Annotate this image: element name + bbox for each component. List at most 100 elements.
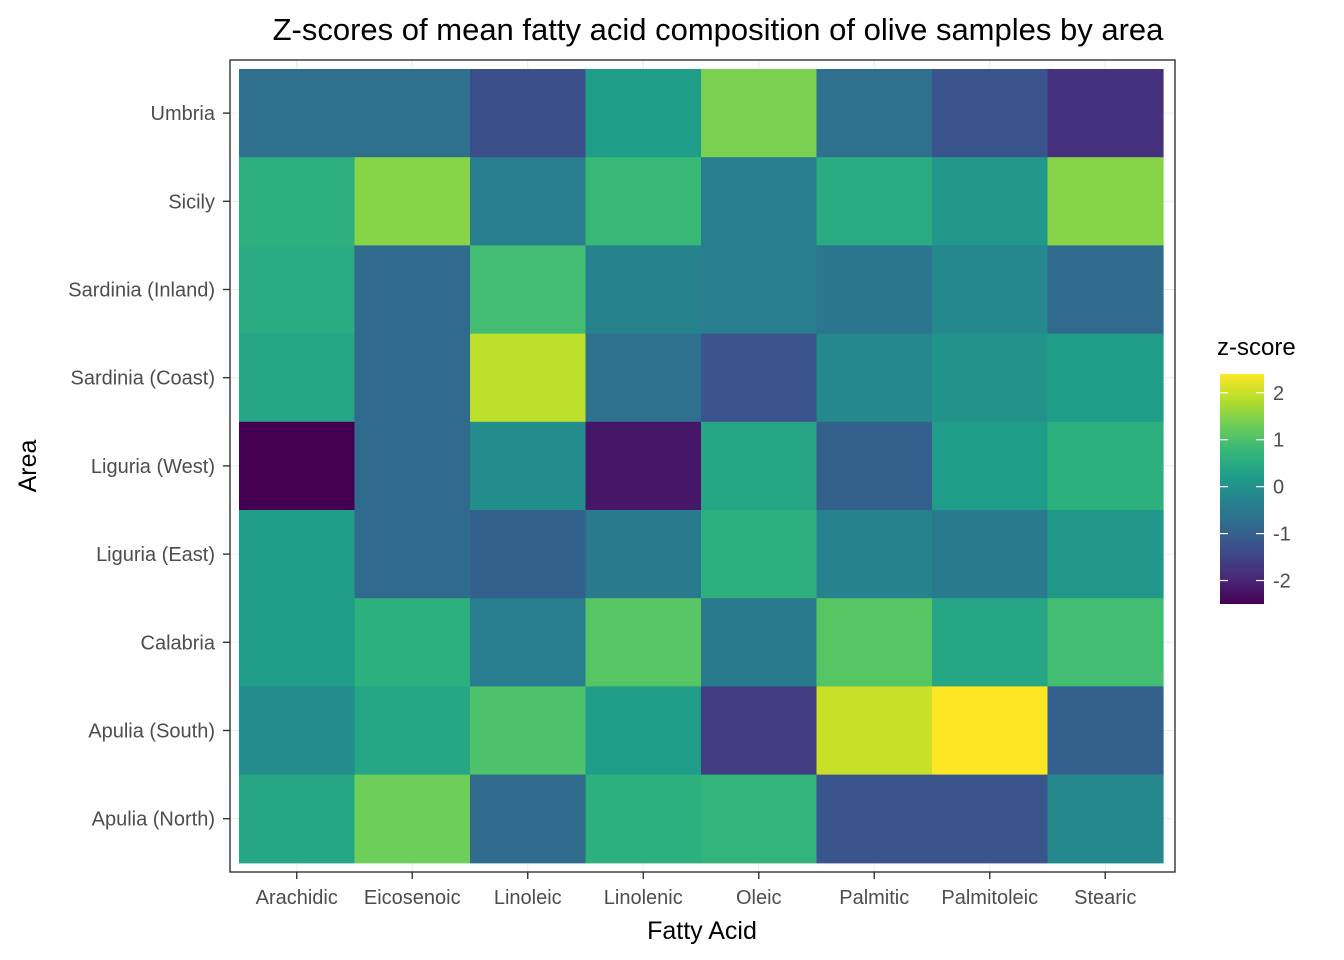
heatmap-cell (585, 157, 702, 246)
heatmap-cell (816, 333, 933, 423)
y-tick-label: Apulia (South) (88, 721, 215, 743)
heatmap-cell (932, 421, 1049, 511)
heatmap-cell (239, 157, 356, 246)
heatmap-cell (354, 598, 471, 687)
heatmap-cell (470, 510, 587, 599)
legend-tick-label: 0 (1273, 477, 1284, 499)
heatmap-cell (701, 421, 818, 511)
heatmap-cell (816, 598, 933, 687)
heatmap-cell (585, 510, 702, 599)
heatmap-cell (470, 774, 587, 864)
y-tick-label: Liguria (West) (91, 456, 215, 478)
heatmap-cell (1047, 421, 1164, 511)
heatmap-cell (470, 598, 587, 687)
heatmap-cell (239, 510, 356, 599)
legend-tick-label: -1 (1273, 524, 1291, 546)
y-tick-label: Sicily (168, 191, 215, 213)
heatmap-cell (470, 69, 587, 158)
heatmap-cell (1047, 686, 1164, 776)
legend-tick-label: 2 (1273, 383, 1284, 405)
x-axis: Arachidic Eicosenoic Linoleic Linolenic Olei… (256, 872, 1136, 909)
heatmap-cells (239, 69, 1164, 864)
heatmap-cell (932, 157, 1049, 246)
heatmap-cell (932, 598, 1049, 687)
heatmap-cell (354, 774, 471, 864)
heatmap-cell (816, 421, 933, 511)
heatmap-cell (585, 421, 702, 511)
heatmap-cell (239, 69, 356, 158)
heatmap-cell (701, 774, 818, 864)
heatmap-cell (701, 510, 818, 599)
heatmap-cell (701, 245, 818, 335)
heatmap-cell (354, 69, 471, 158)
heatmap-cell (354, 157, 471, 246)
y-axis-title: Area (14, 440, 42, 493)
heatmap-cell (701, 333, 818, 423)
heatmap-cell (354, 245, 471, 335)
heatmap-cell (585, 686, 702, 776)
chart-title: Z-scores of mean fatty acid composition … (273, 12, 1165, 47)
heatmap-cell (932, 69, 1049, 158)
legend-ticks: 2 1 0 -1 -2 (1220, 383, 1291, 593)
x-tick-label: Palmitic (839, 887, 909, 909)
y-tick-label: Sardinia (Coast) (70, 368, 215, 390)
heatmap-cell (701, 157, 818, 246)
heatmap-cell (816, 69, 933, 158)
heatmap-cell (354, 421, 471, 511)
heatmap-cell (239, 686, 356, 776)
heatmap-cell (239, 774, 356, 864)
legend-tick-label: -2 (1273, 571, 1291, 593)
heatmap-cell (470, 421, 587, 511)
heatmap-cell (585, 333, 702, 423)
heatmap-cell (932, 510, 1049, 599)
heatmap-cell (470, 157, 587, 246)
heatmap-cell (585, 245, 702, 335)
heatmap-cell (239, 598, 356, 687)
heatmap-cell (932, 686, 1049, 776)
legend: z-score 2 1 0 -1 -2 (1217, 334, 1296, 604)
heatmap-cell (932, 774, 1049, 864)
heatmap-cell (1047, 774, 1164, 864)
heatmap-cell (354, 510, 471, 599)
x-tick-label: Palmitoleic (941, 887, 1038, 909)
heatmap-cell (354, 333, 471, 423)
x-tick-label: Oleic (736, 887, 782, 909)
y-tick-label: Umbria (151, 103, 216, 125)
y-tick-label: Liguria (East) (96, 544, 215, 566)
heatmap-cell (239, 333, 356, 423)
y-tick-label: Apulia (North) (92, 809, 215, 831)
heatmap-cell (816, 245, 933, 335)
heatmap-cell (470, 686, 587, 776)
heatmap-cell (470, 245, 587, 335)
heatmap-cell (239, 245, 356, 335)
heatmap-cell (816, 510, 933, 599)
y-axis: Umbria Sicily Sardinia (Inland) Sardinia (C… (68, 103, 230, 831)
heatmap-cell (816, 157, 933, 246)
heatmap-cell (585, 774, 702, 864)
x-axis-title: Fatty Acid (647, 917, 757, 945)
x-tick-label: Eicosenoic (364, 887, 461, 909)
heatmap-cell (1047, 245, 1164, 335)
heatmap-cell (585, 598, 702, 687)
legend-tick-label: 1 (1273, 430, 1284, 452)
heatmap-cell (932, 333, 1049, 423)
heatmap-cell (585, 69, 702, 158)
legend-colorbar (1220, 374, 1264, 604)
heatmap-cell (1047, 598, 1164, 687)
y-tick-label: Sardinia (Inland) (68, 280, 215, 302)
x-tick-label: Linoleic (494, 887, 562, 909)
heatmap-cell (1047, 510, 1164, 599)
heatmap-cell (1047, 157, 1164, 246)
heatmap-cell (470, 333, 587, 423)
x-tick-label: Linolenic (604, 887, 683, 909)
x-tick-label: Stearic (1074, 887, 1136, 909)
heatmap-cell (816, 686, 933, 776)
y-tick-label: Calabria (141, 632, 216, 654)
heatmap-cell (1047, 69, 1164, 158)
heatmap-cell (701, 686, 818, 776)
heatmap-cell (932, 245, 1049, 335)
heatmap-cell (816, 774, 933, 864)
heatmap-cell (701, 69, 818, 158)
heatmap-cell (354, 686, 471, 776)
